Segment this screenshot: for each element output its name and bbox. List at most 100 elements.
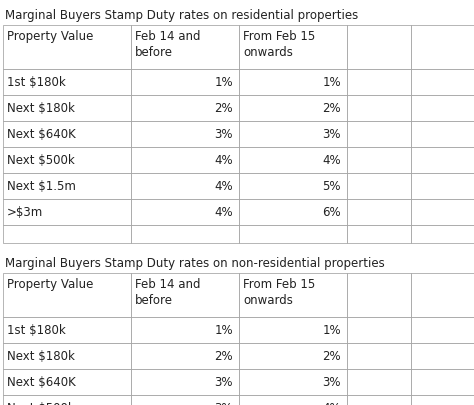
Text: 3%: 3% bbox=[215, 128, 233, 141]
Bar bbox=[239, 70, 347, 96]
Text: 6%: 6% bbox=[322, 206, 341, 219]
Bar bbox=[347, 174, 411, 200]
Bar bbox=[239, 273, 347, 317]
Bar bbox=[131, 122, 239, 148]
Text: 1%: 1% bbox=[322, 76, 341, 89]
Bar bbox=[347, 395, 411, 405]
Bar bbox=[239, 395, 347, 405]
Bar bbox=[3, 317, 131, 343]
Text: Next $640K: Next $640K bbox=[7, 375, 76, 388]
Bar bbox=[239, 174, 347, 200]
Bar bbox=[347, 122, 411, 148]
Text: 1%: 1% bbox=[214, 324, 233, 337]
Text: 3%: 3% bbox=[322, 128, 341, 141]
Bar bbox=[3, 369, 131, 395]
Bar bbox=[131, 26, 239, 70]
Text: From Feb 15
onwards: From Feb 15 onwards bbox=[243, 30, 315, 59]
Bar bbox=[131, 317, 239, 343]
Text: 3%: 3% bbox=[322, 375, 341, 388]
Text: 4%: 4% bbox=[322, 154, 341, 167]
Bar bbox=[411, 26, 474, 70]
Bar bbox=[239, 226, 347, 243]
Text: Marginal Buyers Stamp Duty rates on non-residential properties: Marginal Buyers Stamp Duty rates on non-… bbox=[5, 256, 385, 269]
Bar bbox=[411, 174, 474, 200]
Text: Next $180k: Next $180k bbox=[7, 102, 75, 115]
Text: 2%: 2% bbox=[214, 350, 233, 362]
Text: Next $180k: Next $180k bbox=[7, 350, 75, 362]
Bar bbox=[3, 273, 131, 317]
Text: 5%: 5% bbox=[322, 180, 341, 193]
Bar bbox=[239, 200, 347, 226]
Bar bbox=[3, 343, 131, 369]
Text: Marginal Buyers Stamp Duty rates on residential properties: Marginal Buyers Stamp Duty rates on resi… bbox=[5, 9, 358, 21]
Bar bbox=[411, 317, 474, 343]
Bar bbox=[347, 343, 411, 369]
Bar bbox=[131, 200, 239, 226]
Text: 4%: 4% bbox=[214, 154, 233, 167]
Bar bbox=[411, 200, 474, 226]
Bar bbox=[131, 369, 239, 395]
Bar bbox=[3, 96, 131, 122]
Bar bbox=[131, 395, 239, 405]
Text: Next $500k: Next $500k bbox=[7, 154, 75, 167]
Bar bbox=[131, 70, 239, 96]
Bar bbox=[239, 369, 347, 395]
Text: Feb 14 and
before: Feb 14 and before bbox=[135, 30, 201, 59]
Text: 3%: 3% bbox=[215, 375, 233, 388]
Bar bbox=[411, 70, 474, 96]
Bar bbox=[131, 174, 239, 200]
Bar bbox=[3, 26, 131, 70]
Bar bbox=[131, 343, 239, 369]
Bar bbox=[411, 369, 474, 395]
Bar bbox=[131, 273, 239, 317]
Bar bbox=[131, 148, 239, 174]
Text: Next $640K: Next $640K bbox=[7, 128, 76, 141]
Text: 1%: 1% bbox=[214, 76, 233, 89]
Text: 2%: 2% bbox=[322, 350, 341, 362]
Bar bbox=[411, 395, 474, 405]
Text: 1st $180k: 1st $180k bbox=[7, 76, 66, 89]
Bar bbox=[347, 369, 411, 395]
Bar bbox=[239, 148, 347, 174]
Text: Feb 14 and
before: Feb 14 and before bbox=[135, 277, 201, 306]
Text: Property Value: Property Value bbox=[7, 30, 93, 43]
Bar bbox=[411, 343, 474, 369]
Text: Next $1.5m: Next $1.5m bbox=[7, 180, 76, 193]
Bar bbox=[3, 70, 131, 96]
Text: Next $500k: Next $500k bbox=[7, 401, 75, 405]
Bar bbox=[131, 226, 239, 243]
Bar bbox=[239, 122, 347, 148]
Bar bbox=[347, 273, 411, 317]
Text: 4%: 4% bbox=[322, 401, 341, 405]
Bar bbox=[3, 174, 131, 200]
Bar bbox=[347, 200, 411, 226]
Text: 2%: 2% bbox=[214, 102, 233, 115]
Bar bbox=[411, 148, 474, 174]
Text: 2%: 2% bbox=[322, 102, 341, 115]
Bar bbox=[411, 226, 474, 243]
Bar bbox=[411, 273, 474, 317]
Text: 3%: 3% bbox=[215, 401, 233, 405]
Text: 1st $180k: 1st $180k bbox=[7, 324, 66, 337]
Bar bbox=[347, 226, 411, 243]
Text: Property Value: Property Value bbox=[7, 277, 93, 290]
Text: 4%: 4% bbox=[214, 206, 233, 219]
Bar bbox=[3, 122, 131, 148]
Bar bbox=[3, 200, 131, 226]
Bar bbox=[3, 226, 131, 243]
Bar bbox=[411, 122, 474, 148]
Bar bbox=[411, 96, 474, 122]
Bar bbox=[239, 343, 347, 369]
Bar bbox=[239, 26, 347, 70]
Text: 1%: 1% bbox=[322, 324, 341, 337]
Bar bbox=[347, 26, 411, 70]
Bar bbox=[3, 148, 131, 174]
Bar bbox=[239, 317, 347, 343]
Bar bbox=[347, 317, 411, 343]
Bar bbox=[347, 70, 411, 96]
Bar bbox=[3, 395, 131, 405]
Bar bbox=[347, 96, 411, 122]
Text: >$3m: >$3m bbox=[7, 206, 43, 219]
Bar bbox=[239, 96, 347, 122]
Text: 4%: 4% bbox=[214, 180, 233, 193]
